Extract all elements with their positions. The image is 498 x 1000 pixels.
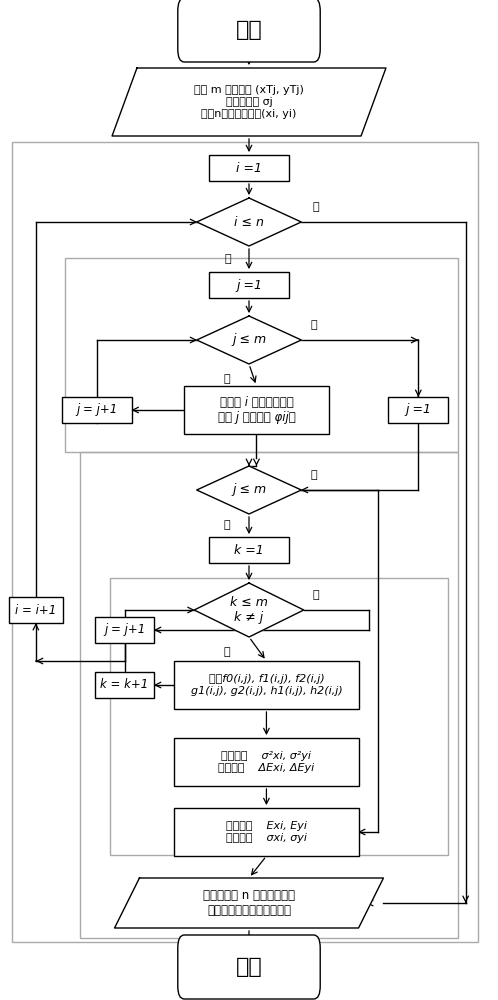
Text: 是: 是 (223, 647, 230, 657)
Text: i = i+1: i = i+1 (15, 603, 56, 616)
Bar (9, 597, 63, 623)
Text: j ≤ m: j ≤ m (232, 334, 266, 347)
Text: k ≤ m
k ≠ j: k ≤ m k ≠ j (230, 596, 268, 624)
Text: i =1: i =1 (236, 161, 262, 174)
Text: 结束: 结束 (236, 957, 262, 977)
Text: 开始: 开始 (236, 20, 262, 40)
Text: 是: 是 (223, 374, 230, 384)
Text: 计算均值    Exi, Eyi
均方根差    σxi, σyi: 计算均值 Exi, Eyi 均方根差 σxi, σyi (226, 821, 307, 843)
Bar (209, 537, 289, 563)
Text: 否: 否 (313, 590, 320, 600)
Bar (95, 672, 154, 698)
Text: j ≤ m: j ≤ m (232, 484, 266, 496)
Polygon shape (112, 68, 386, 136)
Text: 计算f0(i,j), f1(i,j), f2(i,j)
g1(i,j), g2(i,j), h1(i,j), h2(i,j): 计算f0(i,j), f1(i,j), f2(i,j) g1(i,j), g2(… (191, 674, 342, 696)
Text: j =1: j =1 (405, 403, 431, 416)
Text: k =1: k =1 (234, 544, 264, 556)
Bar (174, 661, 359, 709)
Bar (209, 272, 289, 298)
Text: 输入 m 个站坐标 (xTj, yTj)
和均方根差 σj
输入n个目标点坐标(xi, yi): 输入 m 个站坐标 (xTj, yTj) 和均方根差 σj 输入n个目标点坐标(… (194, 85, 304, 119)
Text: 计算第 i 个目标点相对
于第 j 站的方位 φij。: 计算第 i 个目标点相对 于第 j 站的方位 φij。 (218, 396, 295, 424)
Text: j = j+1: j = j+1 (104, 624, 145, 637)
Polygon shape (197, 466, 301, 514)
Text: i ≤ n: i ≤ n (234, 216, 264, 229)
Bar (95, 617, 154, 643)
Text: k = k+1: k = k+1 (101, 678, 148, 692)
Bar (65, 258, 458, 452)
Bar (209, 155, 289, 181)
Text: 否: 否 (310, 470, 317, 480)
Polygon shape (197, 316, 301, 364)
Text: 是: 是 (224, 254, 231, 264)
Bar (184, 386, 329, 434)
Text: 否: 否 (310, 320, 317, 330)
Bar (12, 142, 478, 942)
Polygon shape (197, 198, 301, 246)
Bar (62, 397, 132, 423)
Text: 输出目标的 n 点坐标均值、
偏差均值、方差和均方根差: 输出目标的 n 点坐标均值、 偏差均值、方差和均方根差 (203, 889, 295, 917)
Polygon shape (115, 878, 383, 928)
Text: 计算方差    σ²xi, σ²yi
偏差均值    ΔExi, ΔEyi: 计算方差 σ²xi, σ²yi 偏差均值 ΔExi, ΔEyi (218, 751, 315, 773)
Bar (80, 452, 458, 938)
Bar (110, 578, 448, 855)
Text: 否: 否 (313, 202, 320, 212)
FancyBboxPatch shape (178, 0, 320, 62)
Bar (388, 397, 448, 423)
FancyBboxPatch shape (178, 935, 320, 999)
Text: j =1: j =1 (236, 278, 262, 292)
Bar (174, 808, 359, 856)
Text: 是: 是 (223, 520, 230, 530)
Text: j = j+1: j = j+1 (77, 403, 118, 416)
Bar (174, 738, 359, 786)
Polygon shape (194, 583, 304, 637)
